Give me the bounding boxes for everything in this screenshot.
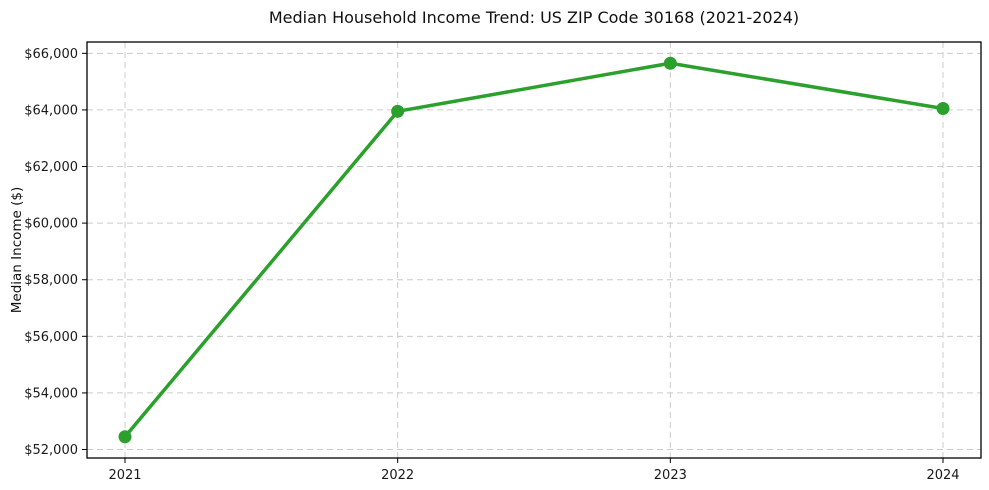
y-tick-label: $56,000: [24, 330, 78, 345]
y-tick-label: $64,000: [24, 103, 78, 118]
y-tick-label: $58,000: [24, 273, 78, 288]
data-point-marker: [391, 104, 405, 118]
x-tick-label: 2024: [926, 468, 959, 483]
y-tick-label: $66,000: [24, 47, 78, 62]
chart-title: Median Household Income Trend: US ZIP Co…: [268, 8, 800, 27]
data-point-marker: [118, 430, 132, 444]
plot-border: [86, 41, 982, 459]
data-point-marker: [663, 56, 677, 70]
x-tick-label: 2022: [381, 468, 414, 483]
x-tick-label: 2023: [654, 468, 687, 483]
x-tick-label: 2021: [108, 468, 141, 483]
trend-line: [123, 61, 945, 439]
y-tick-label: $54,000: [24, 386, 78, 401]
y-tick-label: $60,000: [24, 217, 78, 232]
data-point-marker: [936, 102, 950, 116]
y-tick-label: $62,000: [24, 160, 78, 175]
y-tick-label: $52,000: [24, 443, 78, 458]
